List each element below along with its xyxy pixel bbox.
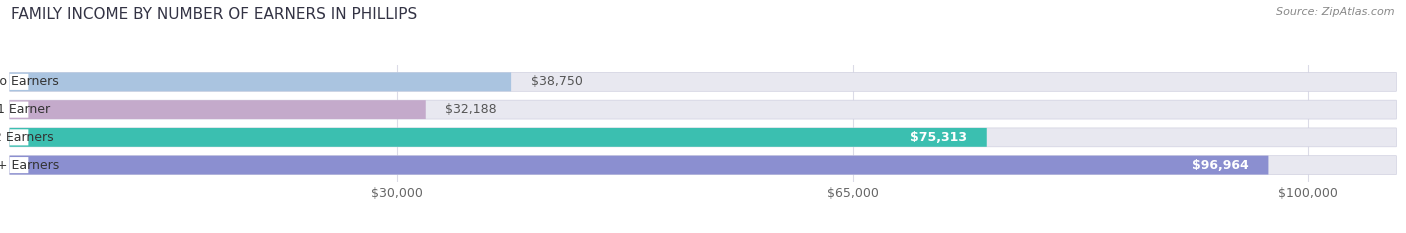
FancyBboxPatch shape — [10, 157, 28, 173]
Text: $75,313: $75,313 — [910, 131, 967, 144]
FancyBboxPatch shape — [10, 102, 28, 118]
Text: No Earners: No Earners — [0, 75, 58, 88]
Text: 1 Earner: 1 Earner — [0, 103, 51, 116]
Text: $32,188: $32,188 — [446, 103, 496, 116]
Text: 2 Earners: 2 Earners — [0, 131, 53, 144]
FancyBboxPatch shape — [10, 72, 1396, 91]
FancyBboxPatch shape — [10, 100, 426, 119]
Text: FAMILY INCOME BY NUMBER OF EARNERS IN PHILLIPS: FAMILY INCOME BY NUMBER OF EARNERS IN PH… — [11, 7, 418, 22]
FancyBboxPatch shape — [10, 129, 28, 145]
FancyBboxPatch shape — [10, 72, 512, 91]
FancyBboxPatch shape — [10, 100, 1396, 119]
Text: $38,750: $38,750 — [530, 75, 582, 88]
Text: $96,964: $96,964 — [1192, 159, 1249, 171]
FancyBboxPatch shape — [10, 128, 987, 147]
FancyBboxPatch shape — [10, 128, 1396, 147]
FancyBboxPatch shape — [10, 156, 1268, 175]
Text: Source: ZipAtlas.com: Source: ZipAtlas.com — [1277, 7, 1395, 17]
FancyBboxPatch shape — [10, 74, 28, 90]
Text: 3+ Earners: 3+ Earners — [0, 159, 59, 171]
FancyBboxPatch shape — [10, 156, 1396, 175]
